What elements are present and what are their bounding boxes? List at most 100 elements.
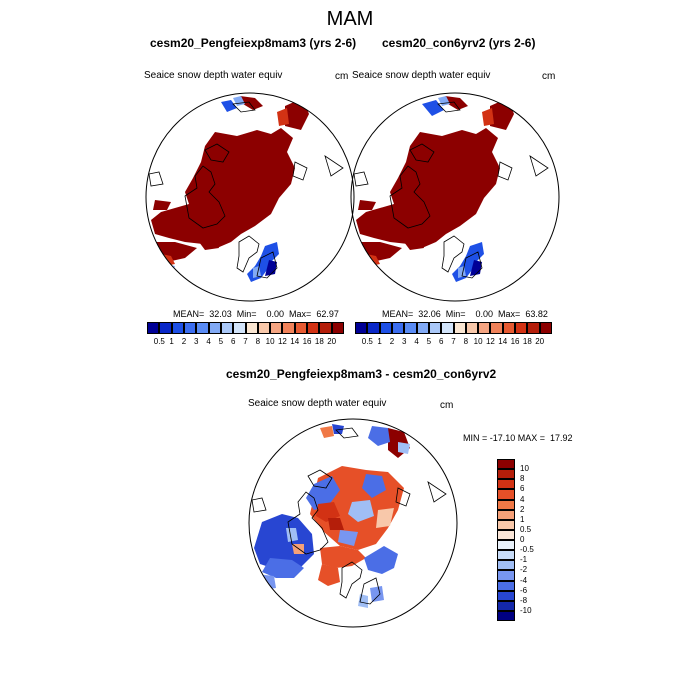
coastline [339, 561, 363, 599]
ice-region [490, 98, 514, 130]
colorbar-box [428, 322, 442, 334]
colorbar-box [245, 322, 258, 334]
colorbar-tick-label: 1 [169, 337, 174, 346]
colorbar-box [208, 322, 221, 334]
ice-region [221, 100, 237, 112]
colorbar-tick-label: 10 [473, 337, 483, 346]
colorbar-box [355, 322, 368, 334]
colorbar-box [527, 322, 540, 334]
colorbar-tick-label: 0.5 [520, 524, 532, 534]
colorbar-box [319, 322, 332, 334]
main-title: MAM [326, 8, 374, 30]
coastline [148, 171, 164, 187]
diff-region [362, 474, 386, 498]
colorbar-box [497, 590, 515, 601]
colorbar-box [159, 322, 172, 334]
colorbar-tick-label: 8 [255, 337, 261, 346]
coastline [184, 165, 226, 229]
diff-variable-label: Seaice snow depth water equiv [248, 398, 387, 409]
colorbar-box [307, 322, 320, 334]
ice-region [199, 238, 219, 250]
diff-region [256, 574, 276, 590]
right-variable-label: Seaice snow depth water equiv [352, 70, 491, 81]
colorbar-box [497, 519, 515, 530]
colorbar-tick-label: 16 [302, 337, 312, 346]
coastline [395, 487, 411, 507]
ice-region [240, 96, 263, 110]
left-stats: MEAN= 32.03 Min= 0.00 Max= 62.97 [173, 309, 339, 319]
colorbar-tick-label: 2 [520, 504, 525, 514]
colorbar-box [220, 322, 234, 334]
coastline [353, 171, 369, 187]
colorbar-tick-label: 6 [438, 337, 444, 346]
colorbar-tick-label: 2 [181, 337, 187, 346]
coastline [236, 235, 260, 273]
coastline [324, 155, 344, 177]
colorbar-tick-label: 10 [265, 337, 275, 346]
colorbar-tick-label: -1 [520, 555, 528, 565]
colorbar-box [497, 459, 515, 470]
colorbar-tick-label: 20 [327, 337, 337, 346]
arctic-ice-pack [151, 128, 295, 248]
left-colorbar-labels: 0.5 1 2 3 4 5 6 7 8 10 12 14 16 18 20 [147, 337, 344, 347]
diff-polar-map [248, 418, 458, 628]
coastline [335, 427, 359, 439]
coastline [359, 577, 381, 605]
coastline [251, 497, 267, 513]
diff-colorbar [497, 459, 515, 621]
diff-region [338, 530, 358, 546]
diff-panel-title: cesm20_Pengfeiexp8mam3 - cesm20_con6yrv2 [226, 367, 497, 381]
colorbar-box [331, 322, 344, 334]
colorbar-tick-label: 1 [377, 337, 382, 346]
left-polar-map [145, 92, 355, 302]
colorbar-box [497, 610, 515, 621]
colorbar-box [497, 600, 515, 611]
colorbar-box [465, 322, 479, 334]
ice-region [445, 96, 468, 110]
diff-region [332, 424, 344, 434]
colorbar-box [502, 322, 516, 334]
diff-colorbar-labels: 10 8 6 4 2 1 0.5 0 -0.5 -1 -2 -4 -6 -8 -10 [520, 459, 560, 621]
colorbar-tick-label: 0.5 [361, 337, 373, 346]
colorbar-box [497, 499, 515, 510]
colorbar-tick-label: 0 [520, 535, 525, 544]
colorbar-box [196, 322, 209, 334]
colorbar-box [367, 322, 380, 334]
colorbar-box [404, 322, 417, 334]
diff-region [320, 426, 334, 438]
arctic-ice-pack [356, 128, 500, 248]
colorbar-box [441, 322, 454, 334]
ice-region [153, 200, 171, 210]
coastline [437, 101, 461, 113]
coastline [441, 235, 465, 273]
left-units-label: cm [335, 71, 349, 82]
colorbar-tick-label: -10 [520, 605, 532, 615]
colorbar-tick-label: 7 [451, 337, 456, 346]
right-panel-title: cesm20_con6yrv2 (yrs 2-6) [382, 36, 536, 50]
right-units-label: cm [542, 71, 556, 82]
colorbar-box [183, 322, 197, 334]
coastline [389, 165, 431, 229]
colorbar-tick-label: -6 [520, 585, 528, 595]
colorbar-tick-label: 14 [498, 337, 508, 346]
colorbar-tick-label: 0.5 [153, 337, 165, 346]
diff-region [368, 426, 390, 446]
colorbar-box [497, 540, 515, 551]
diff-region [364, 546, 398, 574]
ice-region [253, 266, 261, 278]
colorbar-tick-label: -8 [520, 595, 528, 605]
colorbar-tick-label: 8 [463, 337, 469, 346]
colorbar-box [453, 322, 466, 334]
colorbar-box [391, 322, 405, 334]
diff-region [316, 502, 340, 522]
colorbar-tick-label: 4 [520, 494, 525, 504]
ice-region [285, 98, 309, 130]
colorbar-box [497, 570, 515, 581]
colorbar-box [490, 322, 503, 334]
ice-region [482, 108, 494, 126]
colorbar-tick-label: 14 [290, 337, 300, 346]
colorbar-box [416, 322, 429, 334]
coastline [409, 143, 435, 163]
colorbar-tick-label: 6 [520, 484, 525, 494]
coastline [497, 161, 513, 181]
